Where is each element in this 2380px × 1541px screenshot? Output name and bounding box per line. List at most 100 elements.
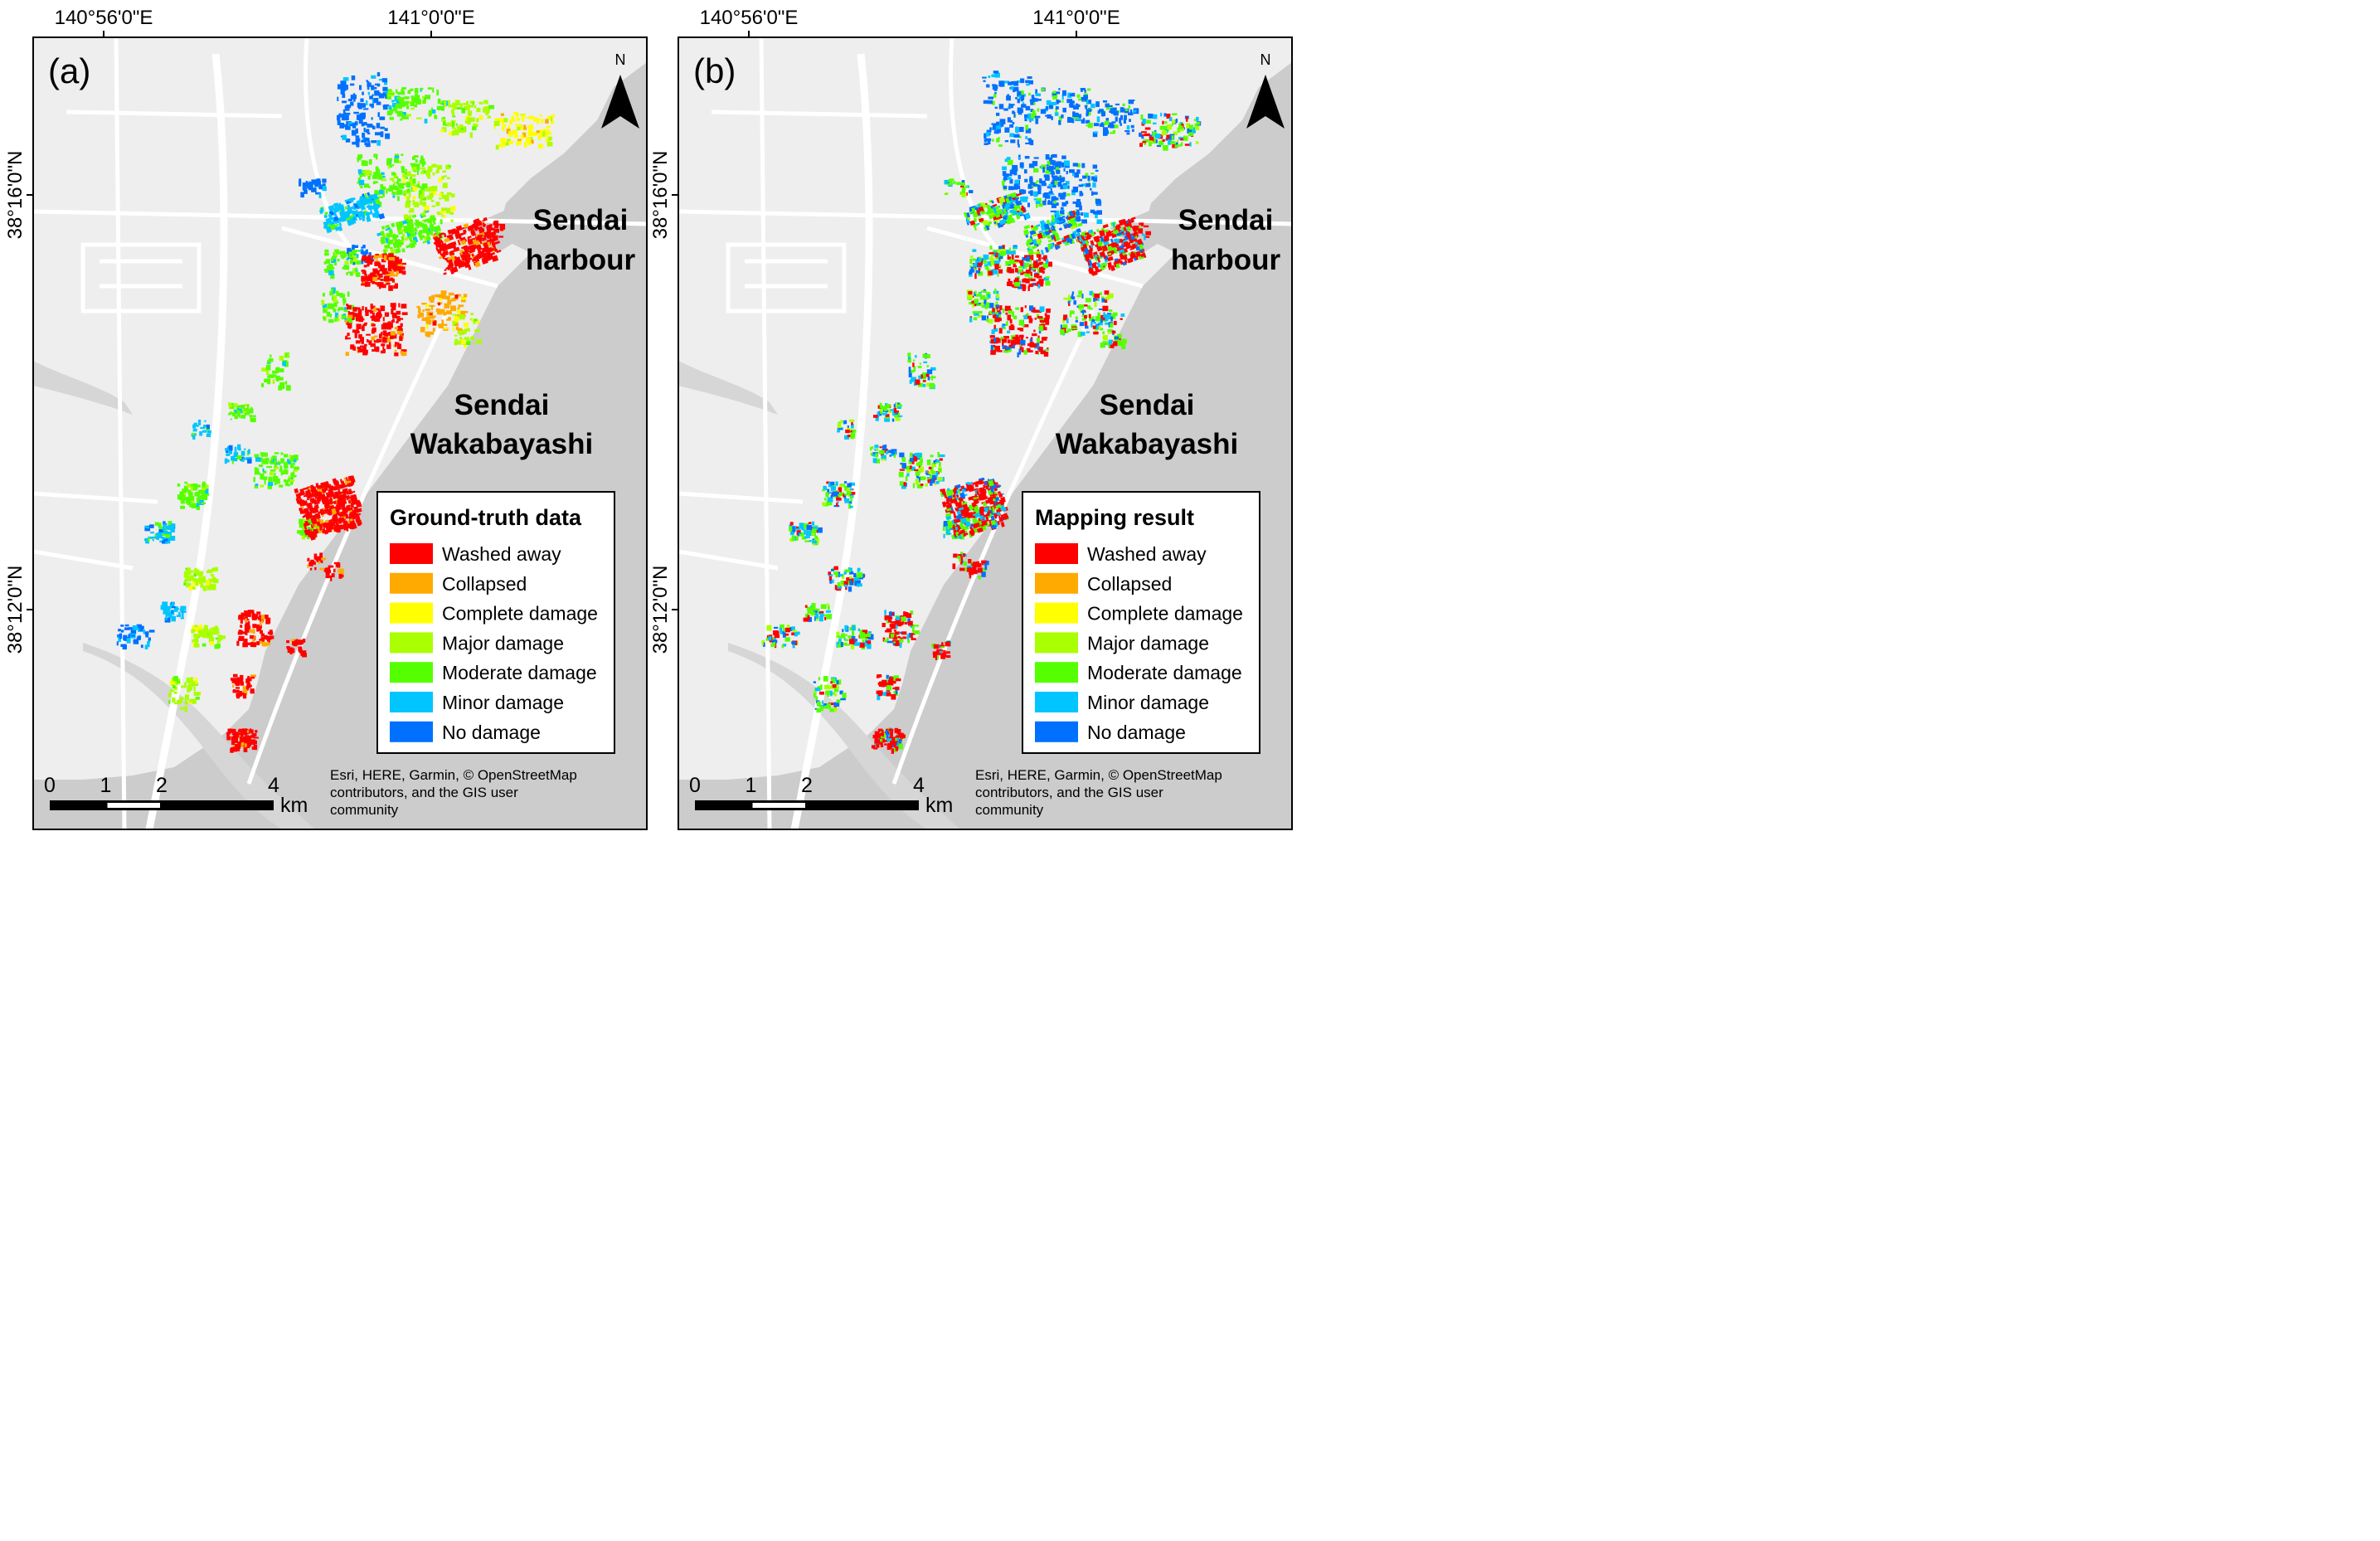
building: [1045, 193, 1051, 199]
building: [878, 450, 885, 455]
building: [1049, 157, 1052, 162]
building: [1008, 310, 1013, 314]
building: [388, 158, 392, 161]
building: [1047, 261, 1052, 267]
building: [980, 210, 984, 215]
building: [501, 119, 504, 125]
building: [185, 576, 191, 582]
building: [381, 323, 387, 330]
building: [380, 236, 386, 241]
building: [166, 611, 171, 616]
building: [361, 122, 365, 127]
building: [245, 740, 249, 746]
building: [959, 182, 965, 186]
building: [478, 115, 483, 120]
building: [463, 103, 467, 105]
building: [1081, 183, 1086, 187]
building: [290, 473, 294, 476]
building: [986, 204, 991, 210]
building: [173, 691, 177, 694]
building: [300, 192, 304, 198]
building: [1110, 109, 1116, 114]
building: [198, 576, 202, 582]
building: [875, 453, 878, 458]
building: [985, 132, 990, 137]
building: [354, 203, 359, 209]
building: [1119, 118, 1122, 124]
building-cluster: [963, 192, 1031, 231]
building: [1072, 163, 1078, 167]
building: [1183, 136, 1188, 141]
building: [1003, 108, 1008, 111]
building: [249, 415, 253, 417]
building: [253, 740, 257, 745]
building: [969, 271, 973, 275]
building: [1023, 229, 1028, 236]
building: [316, 493, 322, 498]
building: [1052, 93, 1056, 100]
building: [378, 196, 383, 198]
building: [339, 294, 346, 298]
building: [365, 211, 371, 218]
building: [1068, 294, 1071, 301]
building: [532, 132, 538, 136]
building: [367, 91, 370, 95]
building: [415, 155, 418, 158]
building: [358, 316, 363, 323]
building: [880, 411, 883, 415]
building: [391, 191, 396, 195]
building: [362, 325, 365, 332]
building: [397, 91, 401, 95]
building: [369, 255, 372, 260]
building: [457, 331, 460, 334]
building: [325, 569, 329, 573]
building: [368, 340, 372, 345]
building: [371, 315, 376, 321]
building-cluster: [873, 402, 903, 422]
building: [320, 207, 324, 212]
building: [1087, 175, 1090, 182]
building: [960, 186, 964, 188]
building: [356, 307, 361, 310]
building: [1046, 309, 1051, 314]
building: [172, 680, 179, 683]
building: [292, 641, 297, 646]
building: [171, 610, 173, 614]
building: [386, 188, 388, 194]
building: [349, 271, 353, 276]
building: [279, 465, 283, 470]
building: [396, 99, 401, 105]
building: [236, 410, 240, 415]
building: [1161, 125, 1168, 129]
building: [375, 132, 381, 136]
building: [1008, 104, 1015, 106]
building: [465, 253, 471, 258]
building: [1120, 107, 1124, 113]
building: [355, 135, 360, 139]
building: [192, 586, 196, 590]
building: [994, 85, 998, 89]
building: [445, 310, 451, 314]
building: [390, 331, 396, 336]
building: [337, 518, 342, 522]
building: [1070, 216, 1076, 221]
building: [338, 204, 345, 210]
building: [406, 114, 411, 117]
building: [975, 270, 980, 274]
building: [357, 169, 362, 173]
building: [421, 194, 425, 199]
building: [457, 309, 461, 314]
building: [352, 260, 356, 265]
building: [1086, 331, 1090, 333]
building: [203, 425, 208, 428]
building: [1008, 173, 1013, 177]
building: [401, 166, 405, 169]
building: [393, 267, 399, 272]
building: [500, 113, 504, 116]
building: [234, 678, 240, 685]
building: [496, 250, 502, 254]
building: [204, 488, 209, 494]
building: [393, 173, 397, 179]
building: [1024, 263, 1030, 267]
building: [398, 303, 401, 308]
